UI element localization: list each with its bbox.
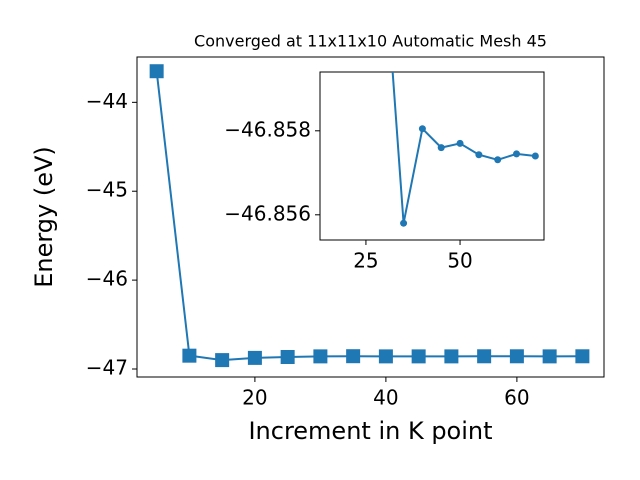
marker [378, 349, 393, 364]
marker [313, 349, 328, 364]
series-group [149, 64, 590, 368]
marker [280, 350, 295, 364]
marker [215, 353, 230, 368]
x-axis-label: Increment in K point [248, 417, 492, 445]
chart-title: Converged at 11x11x10 Automatic Mesh 45 [194, 32, 547, 51]
y-tick-label: −44 [86, 89, 128, 113]
marker [513, 150, 521, 158]
marker [456, 139, 464, 147]
marker [575, 349, 590, 364]
marker [247, 350, 262, 365]
marker [418, 125, 426, 133]
x-tick-label: 60 [504, 386, 529, 410]
y-tick-label: −46 [86, 267, 128, 291]
y-tick-label: −46.858 [224, 117, 311, 141]
y-tick-label: −47 [86, 356, 128, 380]
marker [477, 349, 492, 364]
marker [542, 349, 557, 364]
x-tick-label: 20 [242, 386, 267, 410]
marker [346, 349, 361, 364]
marker [531, 152, 539, 160]
x-tick-label: 25 [353, 249, 378, 273]
x-tick-label: 40 [373, 386, 398, 410]
marker [509, 349, 524, 364]
marker [400, 219, 408, 227]
marker [182, 348, 197, 363]
marker [411, 349, 426, 364]
series-group [391, 72, 539, 227]
marker [475, 151, 483, 159]
marker [494, 156, 502, 164]
y-tick-label: −45 [86, 178, 128, 202]
marker [444, 349, 459, 364]
marker [437, 144, 445, 152]
y-tick-label: −46.856 [224, 201, 311, 225]
marker [149, 64, 164, 79]
x-tick-label: 50 [447, 249, 472, 273]
y-axis-label: Energy (eV) [30, 146, 58, 288]
